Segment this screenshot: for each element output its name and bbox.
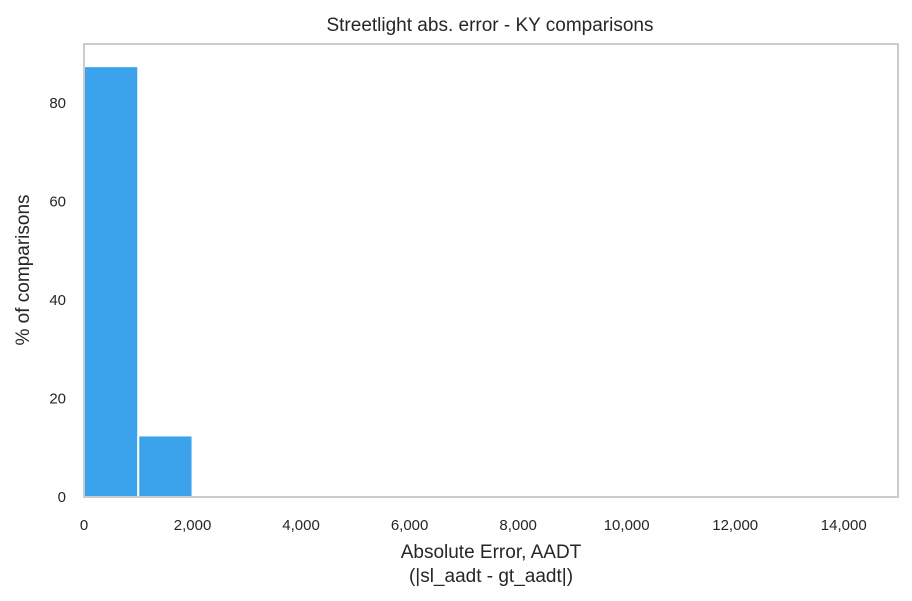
y-tick-label: 40 xyxy=(49,292,66,309)
x-tick-label: 14,000 xyxy=(821,517,867,534)
x-tick-label: 0 xyxy=(80,517,88,534)
x-axis-label: Absolute Error, AADT xyxy=(401,542,582,563)
x-tick-label: 6,000 xyxy=(391,517,429,534)
x-tick-label: 10,000 xyxy=(604,517,650,534)
y-tick-label: 60 xyxy=(49,194,66,211)
histogram-bar-2 xyxy=(137,434,194,498)
y-axis-label: % of comparisons xyxy=(13,194,34,345)
chart-title: Streetlight abs. error - KY comparisons xyxy=(326,15,653,36)
plot-frame xyxy=(83,43,899,498)
x-tick-labels: 0 2,000 4,000 6,000 8,000 10,000 12,000 14,000 xyxy=(80,517,867,534)
x-tick-label: 8,000 xyxy=(499,517,537,534)
histogram-bar-1 xyxy=(83,65,140,498)
bars-group xyxy=(83,65,194,498)
y-tick-label: 80 xyxy=(49,95,66,112)
y-tick-label: 0 xyxy=(58,489,66,506)
x-tick-label: 12,000 xyxy=(712,517,758,534)
y-tick-labels: 0 20 40 60 80 xyxy=(49,95,66,506)
y-tick-label: 20 xyxy=(49,391,66,408)
x-tick-label: 4,000 xyxy=(282,517,320,534)
x-tick-label: 2,000 xyxy=(174,517,212,534)
x-axis-label-line2: (|sl_aadt - gt_aadt|) xyxy=(409,566,573,587)
